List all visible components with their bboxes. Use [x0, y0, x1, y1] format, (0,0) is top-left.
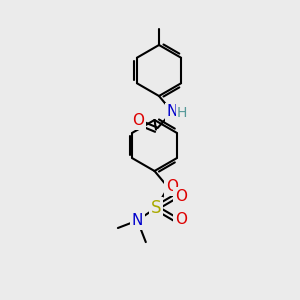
Text: S: S [151, 199, 161, 217]
Text: O: O [132, 113, 144, 128]
Text: O: O [175, 212, 187, 227]
Text: O: O [175, 189, 187, 204]
Text: O: O [166, 179, 178, 194]
Text: H: H [177, 106, 187, 120]
Text: N: N [167, 104, 178, 119]
Text: N: N [132, 213, 143, 228]
